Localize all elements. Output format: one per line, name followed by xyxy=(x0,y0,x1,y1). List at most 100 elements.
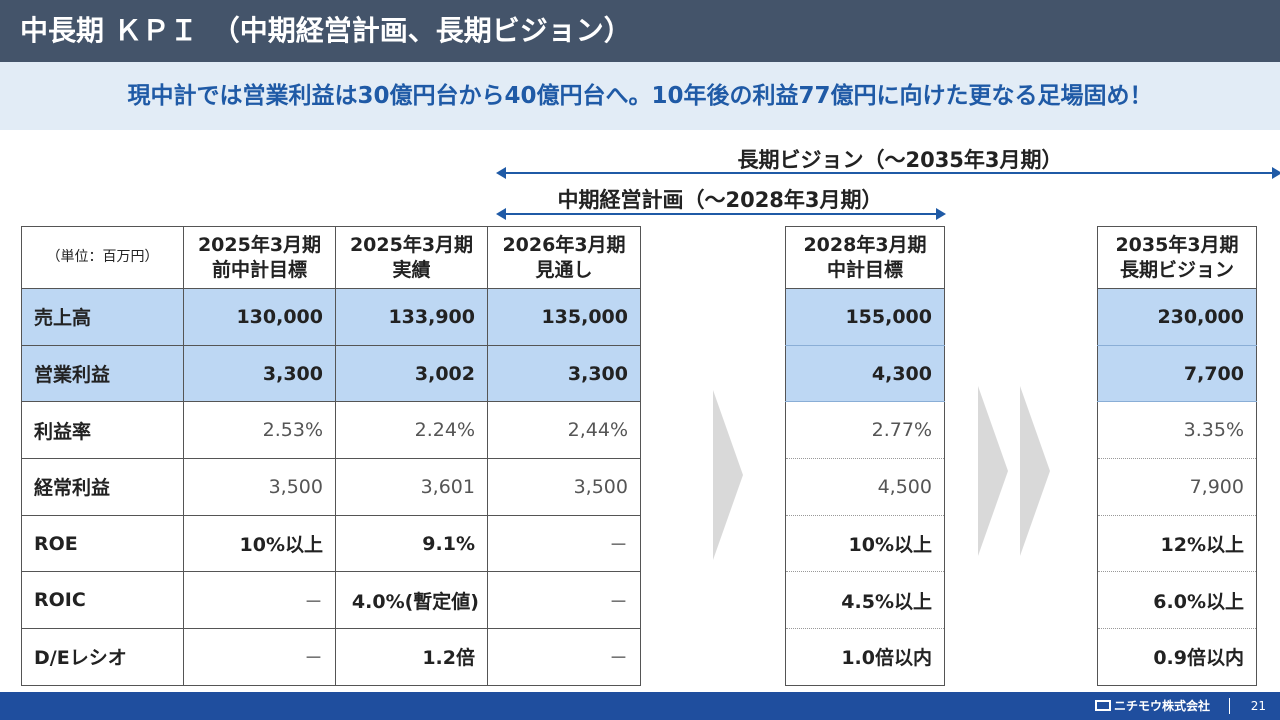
cell-value: 3,601 xyxy=(335,458,488,516)
table-row: 1.0倍以内 xyxy=(785,628,945,686)
table-header-row: （単位：百万円） 2025年3月期 前中計目標 2025年3月期 実績 2026年3… xyxy=(21,226,641,289)
page-subtitle: 現中計では営業利益は30億円台から40億円台へ。10年後の利益77億円に向けた更… xyxy=(0,62,1280,130)
table-row: 4.5%以上 xyxy=(785,571,945,630)
arrow-left-icon xyxy=(496,208,506,220)
long-term-arrow xyxy=(496,167,1280,179)
company-name: ニチモウ株式会社 xyxy=(1113,699,1210,713)
row-label: ROIC xyxy=(21,571,184,630)
table-row-roic: ROIC － 4.0%(暫定値) － xyxy=(21,571,641,630)
table-row-operating-profit: 営業利益 3,300 3,002 3,300 xyxy=(21,344,641,403)
cell-value: 3,500 xyxy=(183,458,336,516)
row-label: 営業利益 xyxy=(21,344,184,403)
table-row: 12%以上 xyxy=(1097,514,1257,573)
column-header-actual: 2025年3月期 実績 xyxy=(335,226,488,289)
table-row: 230,000 xyxy=(1097,288,1257,346)
row-label: 経常利益 xyxy=(21,458,184,516)
cell-value: 3,500 xyxy=(487,458,641,516)
page-title: 中長期 ＫＰＩ （中期経営計画、長期ビジョン） xyxy=(0,0,1280,62)
table-row: 7,700 xyxy=(1097,344,1257,403)
page-number: 21 xyxy=(1250,699,1266,713)
table-row: 4,500 xyxy=(785,458,945,516)
column-header-line: 実績 xyxy=(392,258,431,281)
cell-value: 135,000 xyxy=(487,288,641,346)
cell-value: － xyxy=(183,628,336,686)
cell-value: 7,700 xyxy=(1097,344,1257,403)
column-header-line: 中計目標 xyxy=(826,258,903,281)
chevron-right-icon xyxy=(978,386,1008,556)
cell-value: 4.0%(暫定値) xyxy=(335,571,488,630)
cell-value: 9.1% xyxy=(335,514,488,573)
table-row-margin: 利益率 2.53% 2.24% 2,44% xyxy=(21,401,641,460)
company-logo: ニチモウ株式会社 xyxy=(1094,698,1210,714)
cell-value: － xyxy=(487,628,641,686)
row-label: D/Eレシオ xyxy=(21,628,184,686)
cell-value: 2.53% xyxy=(183,401,336,460)
cell-value: 133,900 xyxy=(335,288,488,346)
footer-divider xyxy=(1229,698,1230,714)
cell-value: 1.0倍以内 xyxy=(785,628,945,686)
cell-value: 4,300 xyxy=(785,344,945,403)
row-label: ROE xyxy=(21,514,184,573)
cell-value: 3.35% xyxy=(1097,401,1257,460)
cell-value: 3,002 xyxy=(335,344,488,403)
table-header-row: 2028年3月期 中計目標 xyxy=(785,226,945,289)
cell-value: － xyxy=(487,571,641,630)
cell-value: 3,300 xyxy=(183,344,336,403)
table-row-roe: ROE 10%以上 9.1% － xyxy=(21,514,641,573)
chevron-right-icon xyxy=(1020,386,1050,556)
table-row: 4,300 xyxy=(785,344,945,403)
table-row-de-ratio: D/Eレシオ － 1.2倍 － xyxy=(21,628,641,686)
table-row: 155,000 xyxy=(785,288,945,346)
cell-value: 4.5%以上 xyxy=(785,571,945,630)
footer-bar: ニチモウ株式会社 21 xyxy=(0,692,1280,720)
table-row: 0.9倍以内 xyxy=(1097,628,1257,686)
cell-value: 0.9倍以内 xyxy=(1097,628,1257,686)
column-header-forecast: 2026年3月期 見通し xyxy=(487,226,641,289)
cell-value: 12%以上 xyxy=(1097,514,1257,573)
cell-value: 2,44% xyxy=(487,401,641,460)
column-header-line: 2025年3月期 xyxy=(197,233,322,256)
column-header-line: 2026年3月期 xyxy=(502,233,626,256)
table-row: 3.35% xyxy=(1097,401,1257,460)
long-term-vision-table: 2035年3月期 長期ビジョン 230,000 7,700 3.35% 7,900… xyxy=(1097,226,1257,686)
cell-value: 6.0%以上 xyxy=(1097,571,1257,630)
table-row: 7,900 xyxy=(1097,458,1257,516)
table-row: 10%以上 xyxy=(785,514,945,573)
long-term-header: 2035年3月期 長期ビジョン xyxy=(1097,226,1257,289)
cell-value: 130,000 xyxy=(183,288,336,346)
row-label: 利益率 xyxy=(21,401,184,460)
column-header-line: 2028年3月期 xyxy=(803,233,927,256)
cell-value: 155,000 xyxy=(785,288,945,346)
arrow-left-icon xyxy=(496,167,506,179)
mid-term-arrow-label: 中期経営計画（～2028年3月期） xyxy=(557,188,883,212)
cell-value: 10%以上 xyxy=(785,514,945,573)
cell-value: － xyxy=(487,514,641,573)
long-term-arrow-label: 長期ビジョン（～2035年3月期） xyxy=(737,148,1063,172)
mid-term-target-table: 2028年3月期 中計目標 155,000 4,300 2.77% 4,500 1… xyxy=(785,226,945,686)
cell-value: 7,900 xyxy=(1097,458,1257,516)
company-mark-icon xyxy=(1094,700,1111,711)
cell-value: － xyxy=(183,571,336,630)
cell-value: 2.77% xyxy=(785,401,945,460)
column-header-line: 見通し xyxy=(535,258,593,281)
cell-value: 10%以上 xyxy=(183,514,336,573)
kpi-main-table: （単位：百万円） 2025年3月期 前中計目標 2025年3月期 実績 2026年3… xyxy=(21,226,641,686)
table-row: 6.0%以上 xyxy=(1097,571,1257,630)
column-header-line: 2035年3月期 xyxy=(1115,233,1239,256)
table-row-ordinary-profit: 経常利益 3,500 3,601 3,500 xyxy=(21,458,641,516)
cell-value: 3,300 xyxy=(487,344,641,403)
cell-value: 230,000 xyxy=(1097,288,1257,346)
mid-term-arrow xyxy=(496,208,946,220)
arrow-right-icon xyxy=(1272,167,1280,179)
column-header-prev-target: 2025年3月期 前中計目標 xyxy=(183,226,336,289)
table-row: 2.77% xyxy=(785,401,945,460)
cell-value: 4,500 xyxy=(785,458,945,516)
column-header-line: 前中計目標 xyxy=(211,258,307,281)
cell-value: 1.2倍 xyxy=(335,628,488,686)
cell-value: 2.24% xyxy=(335,401,488,460)
chevron-right-icon xyxy=(713,390,743,560)
column-header-line: 長期ビジョン xyxy=(1119,258,1234,281)
row-label: 売上高 xyxy=(21,288,184,346)
table-header-row: 2035年3月期 長期ビジョン xyxy=(1097,226,1257,289)
table-row-sales: 売上高 130,000 133,900 135,000 xyxy=(21,288,641,346)
